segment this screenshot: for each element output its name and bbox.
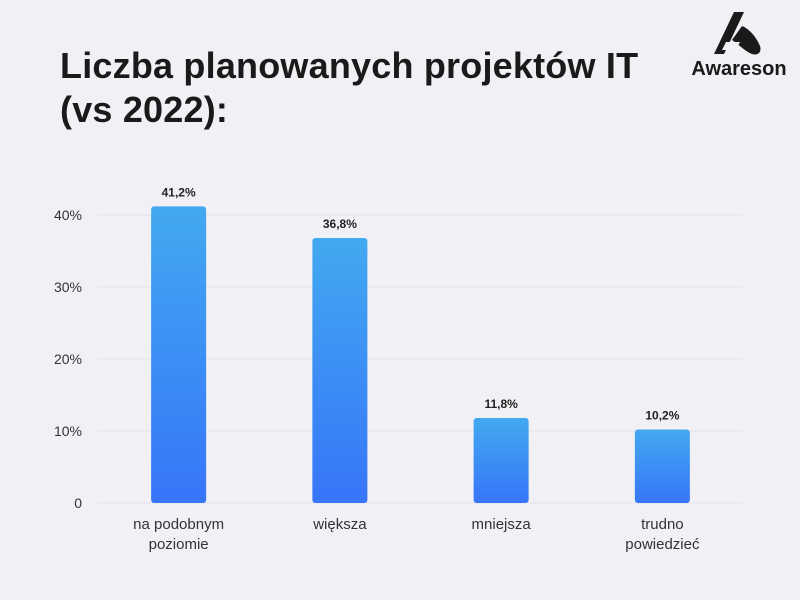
y-tick-label: 40%	[54, 207, 82, 223]
data-label: 36,8%	[323, 217, 357, 231]
value-labels: 41,2% 36,8% 11,8% 10,2%	[162, 185, 680, 422]
y-axis: 0 10% 20% 30% 40%	[54, 207, 82, 511]
awareson-logo-icon	[714, 12, 761, 55]
x-axis: na podobnym poziomie większa mniejsza trudno…	[133, 516, 700, 553]
chart-title-line-2: (vs 2022):	[60, 89, 229, 130]
x-tick-label: mniejsza	[472, 516, 532, 533]
bar	[634, 429, 690, 503]
x-tick-label-line: trudno	[641, 516, 684, 533]
chart-title-line-1: Liczba planowanych projektów IT	[60, 45, 639, 86]
chart-title: Liczba planowanych projektów IT (vs 2022…	[60, 44, 638, 132]
logo-text: Awareson	[691, 58, 787, 80]
x-tick-label: większa	[312, 516, 367, 533]
x-tick-label: na podobnym poziomie	[133, 516, 224, 553]
x-tick-label-line: poziomie	[149, 536, 209, 553]
x-tick-label-line: mniejsza	[472, 516, 532, 533]
bar	[473, 418, 529, 503]
data-label: 11,8%	[484, 397, 518, 411]
x-tick-label-line: większa	[312, 516, 367, 533]
y-tick-label: 30%	[54, 279, 82, 295]
y-tick-label: 20%	[54, 351, 82, 367]
y-tick-label: 10%	[54, 423, 82, 439]
bar	[151, 206, 207, 504]
x-tick-label: trudno powiedzieć	[625, 516, 700, 553]
brand-logo: Awareson	[686, 10, 792, 82]
data-label: 41,2%	[162, 185, 196, 199]
bars	[151, 206, 690, 504]
y-tick-label: 0	[74, 495, 82, 511]
data-label: 10,2%	[645, 409, 679, 423]
bar	[312, 238, 368, 504]
x-tick-label-line: na podobnym	[133, 516, 224, 533]
x-tick-label-line: powiedzieć	[625, 536, 700, 553]
